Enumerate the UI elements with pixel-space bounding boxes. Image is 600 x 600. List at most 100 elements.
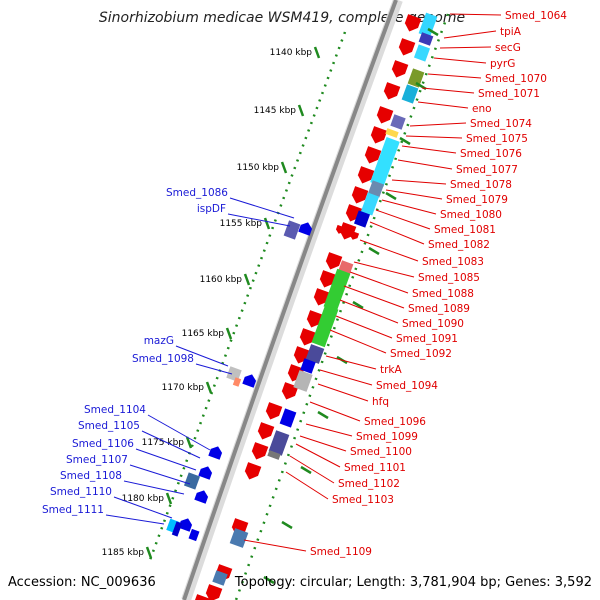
reverse-gene-labels: Smed_1064 tpiA secG pyrG Smed_1070 Smed_1071e… (243, 10, 567, 558)
feature-bar (183, 472, 201, 490)
reverse-label-leader (305, 423, 353, 437)
reverse-cds-arrow (205, 584, 223, 600)
forward-gene-label: Smed_1107 (66, 454, 128, 466)
feature-bar (413, 44, 431, 62)
reverse-gene-label: Smed_1102 (338, 478, 400, 490)
reverse-cds-arrow (257, 422, 275, 440)
forward-label-leader (129, 464, 191, 485)
reverse-gene-label: Smed_1083 (422, 256, 484, 268)
inner-tick-mark (300, 465, 312, 475)
tick-mark (263, 217, 271, 230)
tick-label: 1140 kbp (270, 48, 313, 58)
forward-gene-label: Smed_1111 (42, 504, 104, 516)
reverse-gene-label: Smed_1071 (478, 88, 540, 100)
reverse-label-leader (335, 315, 393, 339)
forward-gene-labels: Smed_1086 ispDF mazG Smed_1098 Smed_1104 Smed… (42, 187, 295, 525)
reverse-label-leader (405, 135, 463, 139)
feature-bar (353, 210, 371, 228)
tick-label: 1165 kbp (182, 329, 225, 339)
reverse-gene-label: Smed_1090 (402, 318, 464, 330)
feature-bar (283, 220, 301, 240)
feature-bar (226, 366, 242, 382)
reverse-cds-arrow (376, 106, 394, 124)
reverse-cds-arrow (335, 224, 346, 234)
reverse-gene-label: Smed_1070 (485, 73, 547, 85)
tick-mark (165, 492, 173, 505)
reverse-cds-arrow (398, 38, 416, 56)
feature-bar (338, 260, 354, 274)
tick-mark (297, 104, 305, 117)
inner-tick-mark (368, 246, 380, 256)
reverse-cds-arrow (251, 442, 269, 460)
reverse-gene-label: Smed_1080 (440, 209, 502, 221)
reverse-label-leader (339, 299, 399, 324)
forward-label-leader (123, 480, 185, 495)
inner-tick-mark (281, 520, 293, 530)
forward-cds-arrow (208, 446, 223, 460)
reverse-label-leader (391, 179, 447, 185)
feature-bar (385, 128, 399, 138)
reverse-gene-label: Smed_1078 (450, 179, 512, 191)
tick-label: 1145 kbp (254, 106, 297, 116)
feature-bar (171, 521, 183, 537)
tick-mark (225, 327, 233, 340)
forward-gene-label: Smed_1086 (166, 187, 228, 199)
feature-bar (367, 180, 385, 198)
map-title: Sinorhizobium medicae WSM419, complete g… (99, 10, 465, 26)
tick-mark (185, 436, 193, 449)
reverse-gene-label: Smed_1092 (390, 348, 452, 360)
reverse-label-leader (433, 57, 487, 64)
feature-bar (293, 370, 313, 392)
feature-bar (323, 268, 351, 312)
outer-dotted-track (148, 31, 347, 561)
feature-bar (370, 137, 400, 187)
reverse-label-leader (409, 122, 467, 127)
accession-text: Accession: NC_009636 (8, 575, 156, 590)
forward-cds-arrow (298, 222, 313, 236)
reverse-gene-label: trkA (380, 364, 403, 376)
inner-tick-mark (399, 136, 411, 146)
reverse-gene-label: eno (472, 103, 492, 115)
forward-gene-label: Smed_1105 (78, 420, 140, 432)
reverse-gene-label: Smed_1074 (470, 118, 532, 130)
tick-mark (145, 546, 153, 559)
inner-tick-mark (385, 191, 397, 201)
tick-label: 1150 kbp (237, 163, 280, 173)
reverse-gene-label: Smed_1077 (456, 164, 518, 176)
reverse-label-leader (285, 471, 329, 500)
reverse-gene-label: Smed_1076 (460, 148, 522, 160)
reverse-label-leader (449, 13, 502, 16)
feature-bar (229, 528, 249, 548)
feature-bar (418, 12, 438, 38)
reverse-label-leader (309, 401, 361, 422)
reverse-cds-arrow (357, 166, 375, 184)
reverse-cds-arrow (349, 230, 360, 240)
reverse-label-leader (343, 285, 405, 309)
reverse-cds-arrow (370, 126, 388, 144)
reverse-gene-label: secG (495, 42, 521, 54)
reverse-cds-arrow (391, 60, 409, 78)
forward-label-leader (229, 197, 295, 219)
reverse-label-leader (295, 443, 341, 468)
reverse-gene-label: Smed_1079 (446, 194, 508, 206)
forward-label-leader (105, 514, 165, 525)
reverse-label-leader (427, 73, 482, 79)
tick-label: 1185 kbp (102, 548, 145, 558)
tick-labels: 1140 kbp 1145 kbp 1150 kbp 1155 kbp 1160 kbp… (102, 27, 439, 585)
reverse-gene-label: Smed_1100 (350, 446, 412, 458)
reverse-label-leader (325, 355, 377, 370)
feature-bar (401, 84, 419, 104)
reverse-label-leader (243, 539, 307, 552)
reverse-gene-label: Smed_1089 (408, 303, 470, 315)
feature-bar (212, 570, 228, 586)
reverse-gene-label: Smed_1099 (356, 431, 418, 443)
forward-gene-label: mazG (144, 335, 174, 347)
reverse-cds-arrow (193, 594, 211, 600)
reverse-label-leader (319, 369, 373, 386)
reverse-gene-label: hfq (372, 396, 389, 408)
forward-label-leader (141, 430, 201, 459)
reverse-label-leader (417, 101, 469, 109)
reverse-label-leader (385, 189, 443, 200)
